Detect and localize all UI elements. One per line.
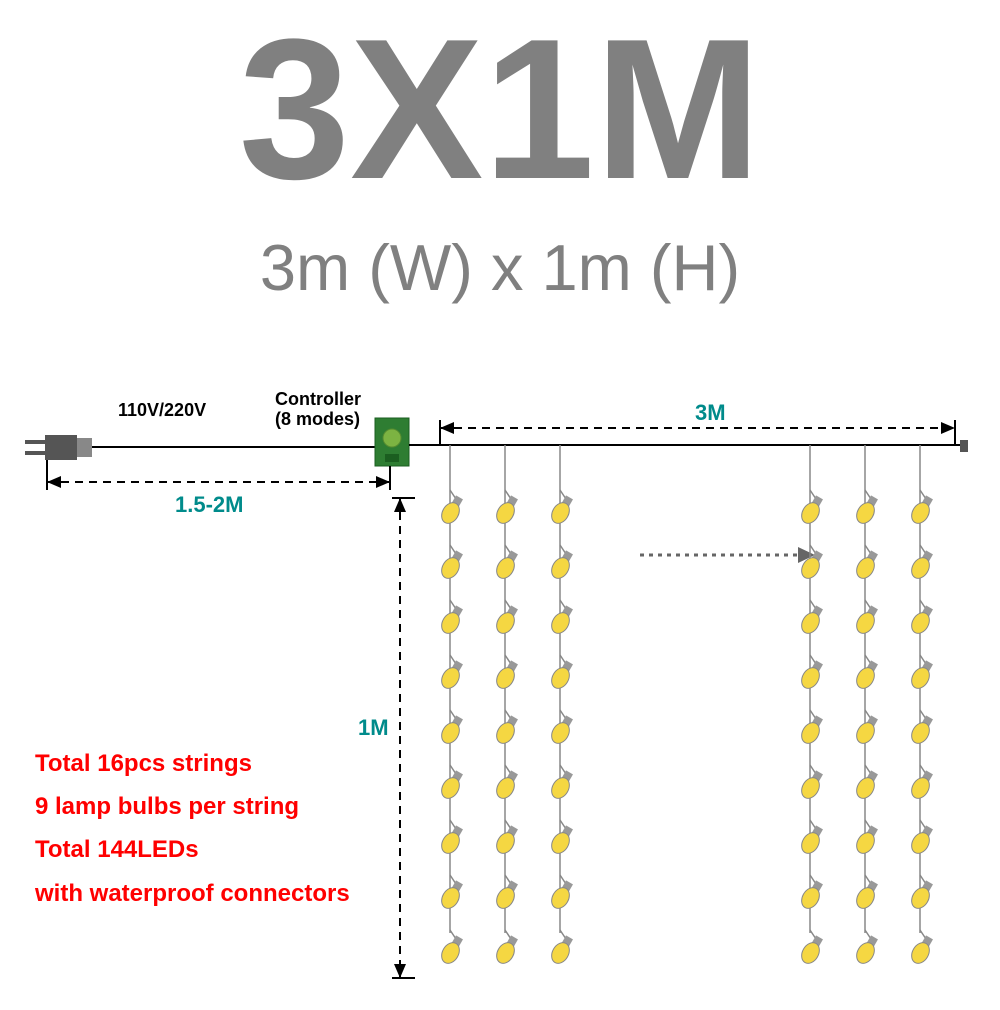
product-diagram: 110V/220V Controller (8 modes) 1.5-2M 3M… — [0, 380, 1000, 1000]
controller-label: Controller (8 modes) — [275, 390, 361, 430]
power-length-label: 1.5-2M — [175, 492, 243, 518]
subtitle: 3m (W) x 1m (H) — [0, 230, 1000, 305]
spec-item: 9 lamp bulbs per string — [35, 785, 350, 828]
spec-list: Total 16pcs strings9 lamp bulbs per stri… — [35, 742, 350, 915]
spec-item: Total 144LEDs — [35, 828, 350, 871]
voltage-label: 110V/220V — [118, 400, 206, 421]
controller-text-1: Controller — [275, 389, 361, 409]
width-label: 3M — [695, 400, 726, 426]
height-label: 1M — [358, 715, 389, 741]
main-title: 3X1M — [0, 10, 1000, 210]
spec-item: Total 16pcs strings — [35, 742, 350, 785]
controller-text-2: (8 modes) — [275, 409, 360, 429]
spec-item: with waterproof connectors — [35, 872, 350, 915]
